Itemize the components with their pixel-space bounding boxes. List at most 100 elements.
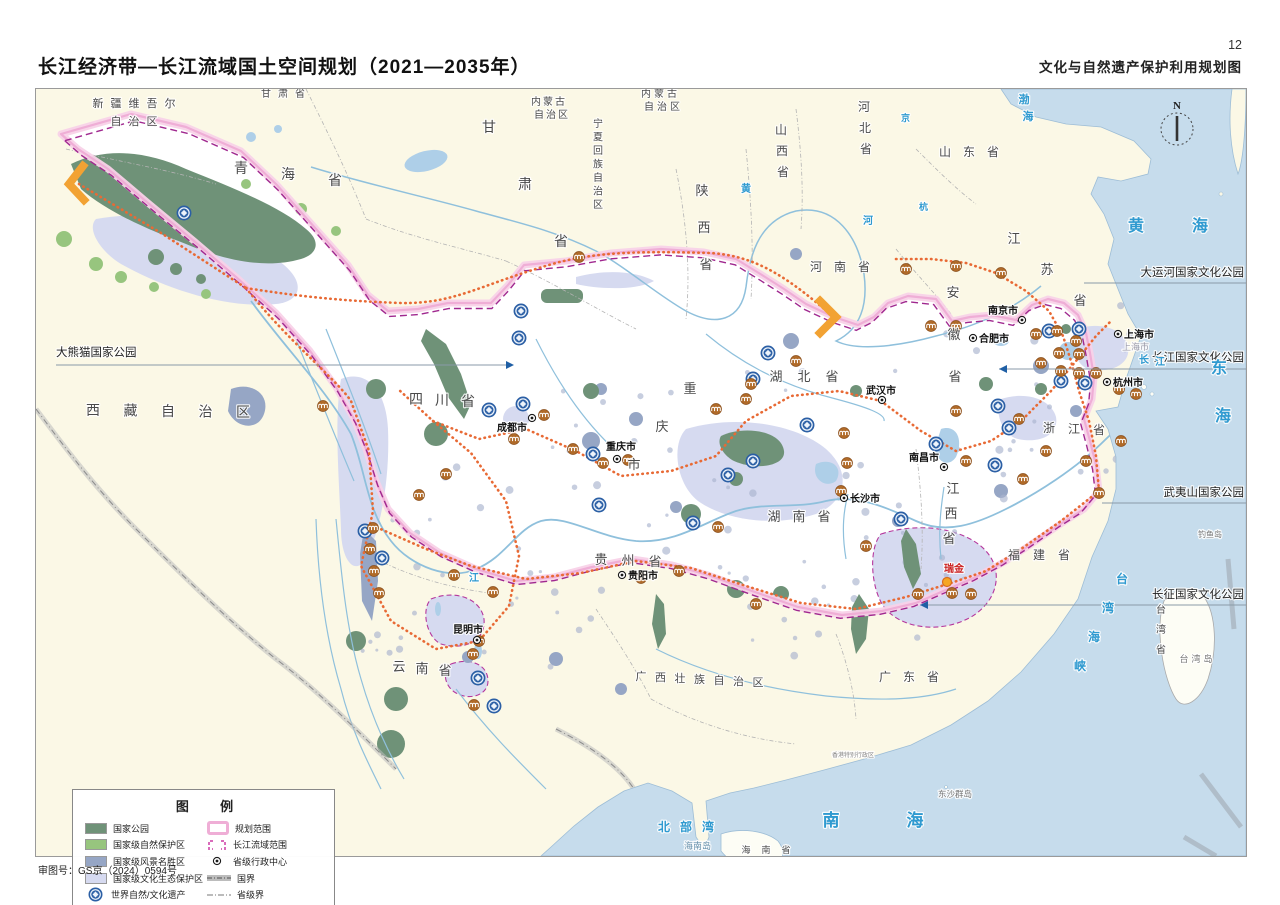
capital-label: 武汉市 (866, 384, 896, 397)
historic-city-icon (1115, 435, 1127, 447)
capital-marker (839, 493, 849, 503)
province-label: 自 (534, 108, 544, 121)
province-label: 河 (858, 100, 870, 114)
historic-city-icon (740, 393, 752, 405)
minor-label: 钓鱼岛 (1198, 529, 1222, 539)
province-label: 建 (1033, 548, 1045, 562)
province-label: 藏 (124, 404, 138, 420)
province-label: 区 (593, 199, 603, 211)
province-label: 古 (667, 89, 677, 100)
historic-city-icon (1035, 357, 1047, 369)
sea-label: 江 (1155, 355, 1165, 368)
province-label: 苏 (1040, 262, 1053, 277)
sea-label: 黄 (741, 182, 751, 195)
province-label: 省 (554, 234, 568, 250)
province-label: 南 (834, 259, 846, 274)
map-canvas: 大熊猫国家公园大运河国家文化公园长江国家文化公园武夷山国家公园长征国家文化公园 … (34, 86, 1247, 869)
sea-label: 台 (1116, 571, 1128, 586)
historic-city-icon (925, 320, 937, 332)
province-label: 西 (655, 672, 666, 684)
capital-label: 昆明市 (453, 623, 483, 636)
province-label: 省 (817, 509, 830, 524)
legend-item: 长江流域范围 (207, 837, 324, 854)
legend-item: 国家级自然保护区 (85, 837, 203, 854)
world-heritage-icon (511, 330, 527, 346)
province-label: 吾 (147, 97, 158, 110)
province-label: 肃 (278, 89, 288, 100)
historic-city-icon (487, 586, 499, 598)
compass: N (1160, 100, 1194, 146)
capital-marker (1017, 315, 1027, 325)
capital-marker (1102, 377, 1112, 387)
world-heritage-icon (987, 457, 1003, 473)
province-label: 西 (944, 506, 957, 521)
province-label: 自 (161, 404, 175, 420)
sea-label: 海 (1088, 629, 1100, 644)
historic-city-icon (712, 521, 724, 533)
province-label: 南 (761, 844, 770, 855)
province-label: 治 (657, 100, 667, 113)
province-label: 省 (699, 257, 712, 272)
province-label: 台 (1156, 603, 1166, 616)
labels-layer: 新疆维吾尔自治区青海省甘肃省甘肃省内蒙古自治区内蒙古自治区宁夏回族自治区陕西省山… (85, 86, 1232, 856)
province-label: 族 (593, 158, 603, 171)
historic-city-icon (597, 457, 609, 469)
province-label: 甘 (261, 89, 271, 100)
historic-city-icon (367, 522, 379, 534)
callout-label: 武夷山国家公园 (1164, 485, 1245, 499)
province-label: 海 (281, 167, 295, 183)
province-label: 蒙 (543, 95, 553, 108)
culture-park-route-arrows (63, 160, 842, 339)
minor-label: 台 (1179, 653, 1188, 664)
province-label: 福 (1008, 547, 1020, 562)
province-label: 内 (641, 89, 651, 100)
capital-label: 成都市 (497, 421, 527, 434)
national-parks (71, 153, 1071, 758)
sea-label: 湾 (1102, 600, 1114, 615)
capital-marker (968, 333, 978, 343)
province-label: 自 (111, 115, 122, 128)
map-subtitle: 文化与自然遗产保护利用规划图 (1039, 60, 1242, 75)
minor-label: 海南岛 (684, 840, 711, 851)
province-label: 湾 (1156, 623, 1166, 636)
province-label: 青 (234, 161, 248, 177)
capital-label: 重庆市 (606, 440, 636, 453)
callout-label: 长征国家文化公园 (1152, 587, 1244, 601)
province-label: 北 (859, 121, 871, 135)
sea-label: 海 (1192, 216, 1208, 235)
islands (720, 88, 1247, 869)
province-label: 南 (415, 661, 428, 676)
province-label: 省 (328, 173, 342, 189)
province-label: 庆 (655, 419, 668, 434)
province-label: 甘 (482, 120, 496, 136)
callout-label: 长江国家文化公园 (1152, 350, 1244, 364)
historic-city-icon (1017, 473, 1029, 485)
province-label: 安 (946, 285, 959, 300)
historic-city-icon (710, 403, 722, 415)
province-label: 徽 (947, 327, 960, 342)
province-label: 壮 (675, 672, 686, 685)
province-label: 治 (199, 405, 213, 421)
route-start-arrow (63, 160, 90, 206)
callout-label: 大熊猫国家公园 (56, 345, 137, 359)
province-label: 西 (776, 144, 788, 158)
rivers (250, 166, 1142, 790)
sea-label: 长 (1139, 353, 1150, 366)
world-heritage-icon (893, 511, 909, 527)
callout-arrow (506, 361, 514, 369)
province-label: 省 (1156, 643, 1166, 656)
province-label: 省 (781, 844, 790, 855)
historic-city-icon (950, 260, 962, 272)
capital-marker (472, 635, 482, 645)
legend-item: 省级界 (207, 886, 324, 903)
province-label: 贵 (594, 552, 607, 567)
historic-city-icon (790, 355, 802, 367)
province-label: 治 (129, 114, 140, 128)
legend-item-label: 国家级风景名胜区 (113, 856, 186, 867)
historic-city-icon (573, 251, 585, 263)
historic-city-icon (448, 569, 460, 581)
sea-label: 杭 (919, 201, 928, 212)
province-label: 江 (946, 481, 959, 496)
capital-label: 南京市 (988, 304, 1018, 317)
